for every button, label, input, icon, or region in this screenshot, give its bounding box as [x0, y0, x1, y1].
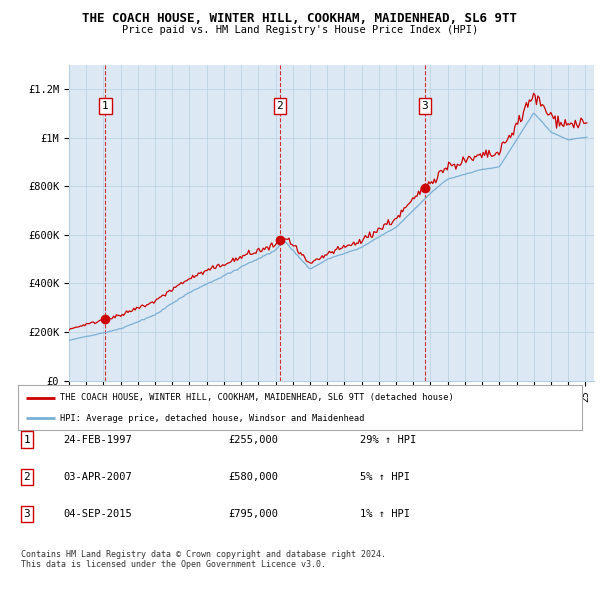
Text: 1% ↑ HPI: 1% ↑ HPI: [360, 509, 410, 519]
Text: 3: 3: [23, 509, 31, 519]
Text: £795,000: £795,000: [228, 509, 278, 519]
Text: 29% ↑ HPI: 29% ↑ HPI: [360, 435, 416, 444]
Text: 03-APR-2007: 03-APR-2007: [63, 472, 132, 481]
Text: 1: 1: [102, 101, 109, 111]
Text: £255,000: £255,000: [228, 435, 278, 444]
Text: THE COACH HOUSE, WINTER HILL, COOKHAM, MAIDENHEAD, SL6 9TT (detached house): THE COACH HOUSE, WINTER HILL, COOKHAM, M…: [60, 393, 454, 402]
Text: 1: 1: [23, 435, 31, 444]
Text: THE COACH HOUSE, WINTER HILL, COOKHAM, MAIDENHEAD, SL6 9TT: THE COACH HOUSE, WINTER HILL, COOKHAM, M…: [83, 12, 517, 25]
Text: 2: 2: [277, 101, 283, 111]
Text: £580,000: £580,000: [228, 472, 278, 481]
Text: 5% ↑ HPI: 5% ↑ HPI: [360, 472, 410, 481]
Text: 3: 3: [421, 101, 428, 111]
Text: HPI: Average price, detached house, Windsor and Maidenhead: HPI: Average price, detached house, Wind…: [60, 414, 365, 423]
Text: 2: 2: [23, 472, 31, 481]
Text: 04-SEP-2015: 04-SEP-2015: [63, 509, 132, 519]
Text: Price paid vs. HM Land Registry's House Price Index (HPI): Price paid vs. HM Land Registry's House …: [122, 25, 478, 35]
Text: Contains HM Land Registry data © Crown copyright and database right 2024.
This d: Contains HM Land Registry data © Crown c…: [21, 550, 386, 569]
Text: 24-FEB-1997: 24-FEB-1997: [63, 435, 132, 444]
